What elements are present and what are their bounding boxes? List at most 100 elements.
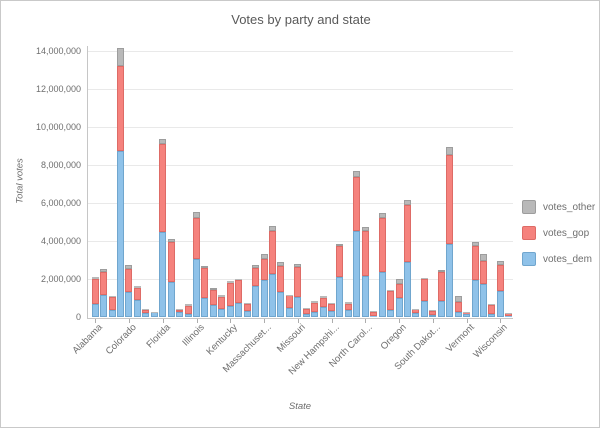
bar-california-votes-other[interactable] [117,48,125,66]
bar-north-carolina-votes-dem[interactable] [361,275,369,318]
bar-louisiana-votes-dem[interactable] [235,302,243,318]
bar-minnesota-votes-other[interactable] [277,261,285,267]
bar-georgia-votes-other[interactable] [167,239,175,243]
bar-mississippi-votes-dem[interactable] [285,308,293,318]
bar-vermont-votes-gop[interactable] [463,312,471,315]
bar-washington-votes-dem[interactable] [479,284,487,318]
bar-maryland-votes-gop[interactable] [252,267,260,286]
bar-washington-votes-gop[interactable] [479,261,487,285]
bar-hawaii-votes-dem[interactable] [176,312,184,318]
bar-illinois-votes-other[interactable] [193,212,200,218]
bar-hawaii-votes-other[interactable] [176,309,184,310]
bar-connecticut-votes-gop[interactable] [133,287,141,301]
bar-georgia-votes-dem[interactable] [167,281,175,318]
bar-indiana-votes-other[interactable] [201,265,209,269]
bar-hawaii-votes-gop[interactable] [176,309,184,313]
bar-new-mexico-votes-gop[interactable] [344,304,352,311]
bar-maryland-votes-other[interactable] [252,264,260,268]
bar-minnesota-votes-gop[interactable] [277,266,285,292]
bar-arizona-votes-other[interactable] [100,268,108,272]
bar-texas-votes-other[interactable] [446,147,454,155]
bar-vermont-votes-other[interactable] [463,311,471,313]
bar-wisconsin-votes-other[interactable] [496,260,504,265]
bar-kentucky-votes-other[interactable] [226,280,234,283]
bar-colorado-votes-gop[interactable] [125,269,133,293]
bar-california-votes-dem[interactable] [117,151,125,318]
bar-louisiana-votes-other[interactable] [235,278,243,281]
bar-indiana-votes-dem[interactable] [201,297,209,318]
bar-new-hampshire-votes-other[interactable] [328,303,336,305]
bar-south-dakota-votes-dem[interactable] [429,315,437,318]
bar-wisconsin-votes-dem[interactable] [496,291,504,318]
bar-south-dakota-votes-gop[interactable] [429,310,437,316]
bar-virginia-votes-gop[interactable] [471,246,479,280]
bar-wyoming-votes-gop[interactable] [505,313,513,317]
bar-west-virginia-votes-other[interactable] [488,303,496,305]
bar-north-carolina-votes-gop[interactable] [361,231,369,276]
bar-mississippi-votes-gop[interactable] [285,294,293,309]
legend-item-votes-other[interactable]: votes_other [522,194,595,220]
bar-tennessee-votes-gop[interactable] [437,272,445,301]
bar-rhode-island-votes-gop[interactable] [412,309,420,313]
bar-new-hampshire-votes-gop[interactable] [328,304,336,311]
bar-minnesota-votes-dem[interactable] [277,291,285,318]
bar-nebraska-votes-dem[interactable] [311,312,319,318]
bar-kansas-votes-other[interactable] [218,294,226,297]
bar-montana-votes-gop[interactable] [302,308,310,315]
bar-oklahoma-votes-dem[interactable] [387,309,395,318]
bar-oregon-votes-other[interactable] [395,279,403,284]
bar-utah-votes-other[interactable] [454,296,462,302]
bar-rhode-island-votes-other[interactable] [412,308,420,310]
bar-missouri-votes-dem[interactable] [294,297,302,318]
bar-kentucky-votes-gop[interactable] [226,282,234,306]
bar-west-virginia-votes-dem[interactable] [488,313,496,318]
bar-utah-votes-dem[interactable] [454,311,462,318]
bar-new-jersey-votes-other[interactable] [336,243,344,247]
bar-texas-votes-dem[interactable] [446,243,454,318]
bar-kansas-votes-gop[interactable] [218,296,226,310]
bar-missouri-votes-other[interactable] [294,264,302,267]
bar-georgia-votes-gop[interactable] [167,242,175,282]
bar-nevada-votes-other[interactable] [319,296,327,298]
bar-arizona-votes-gop[interactable] [100,271,108,296]
bar-connecticut-votes-other[interactable] [133,286,141,288]
bar-new-mexico-votes-other[interactable] [344,302,352,305]
bar-nebraska-votes-gop[interactable] [311,302,319,313]
bar-arkansas-votes-dem[interactable] [108,310,116,318]
bar-idaho-votes-gop[interactable] [184,306,192,314]
bar-nebraska-votes-other[interactable] [311,301,319,303]
bar-rhode-island-votes-dem[interactable] [412,312,420,318]
bar-massachusetts-votes-gop[interactable] [260,258,268,280]
bar-texas-votes-gop[interactable] [446,154,454,244]
bar-pennsylvania-votes-other[interactable] [404,200,411,206]
bar-virginia-votes-dem[interactable] [471,279,479,318]
bar-iowa-votes-dem[interactable] [209,305,217,318]
bar-ohio-votes-gop[interactable] [378,218,386,272]
bar-connecticut-votes-dem[interactable] [133,300,141,318]
bar-pennsylvania-votes-gop[interactable] [404,205,411,262]
bar-oregon-votes-gop[interactable] [395,283,403,299]
bar-ohio-votes-dem[interactable] [378,272,386,318]
bar-kentucky-votes-dem[interactable] [226,305,234,318]
bar-new-york-votes-gop[interactable] [353,177,361,231]
bar-oregon-votes-dem[interactable] [395,298,403,318]
bar-north-carolina-votes-other[interactable] [361,227,369,231]
bar-oklahoma-votes-other[interactable] [387,289,395,292]
bar-iowa-votes-gop[interactable] [209,289,217,306]
bar-new-jersey-votes-gop[interactable] [336,246,344,277]
bar-ohio-votes-other[interactable] [378,213,386,219]
bar-alabama-votes-gop[interactable] [91,278,99,304]
bar-alabama-votes-dem[interactable] [91,303,99,318]
bar-massachusetts-votes-dem[interactable] [260,279,268,318]
bar-illinois-votes-dem[interactable] [193,258,200,318]
bar-illinois-votes-gop[interactable] [193,218,200,259]
bar-maryland-votes-dem[interactable] [252,285,260,318]
bar-new-york-votes-dem[interactable] [353,230,361,318]
bar-utah-votes-gop[interactable] [454,301,462,312]
bar-california-votes-gop[interactable] [117,65,125,152]
bar-florida-votes-dem[interactable] [159,231,167,318]
bar-maine-votes-dem[interactable] [243,310,251,318]
bar-idaho-votes-other[interactable] [184,304,192,307]
bar-nevada-votes-dem[interactable] [319,307,327,318]
bar-michigan-votes-dem[interactable] [268,274,276,318]
